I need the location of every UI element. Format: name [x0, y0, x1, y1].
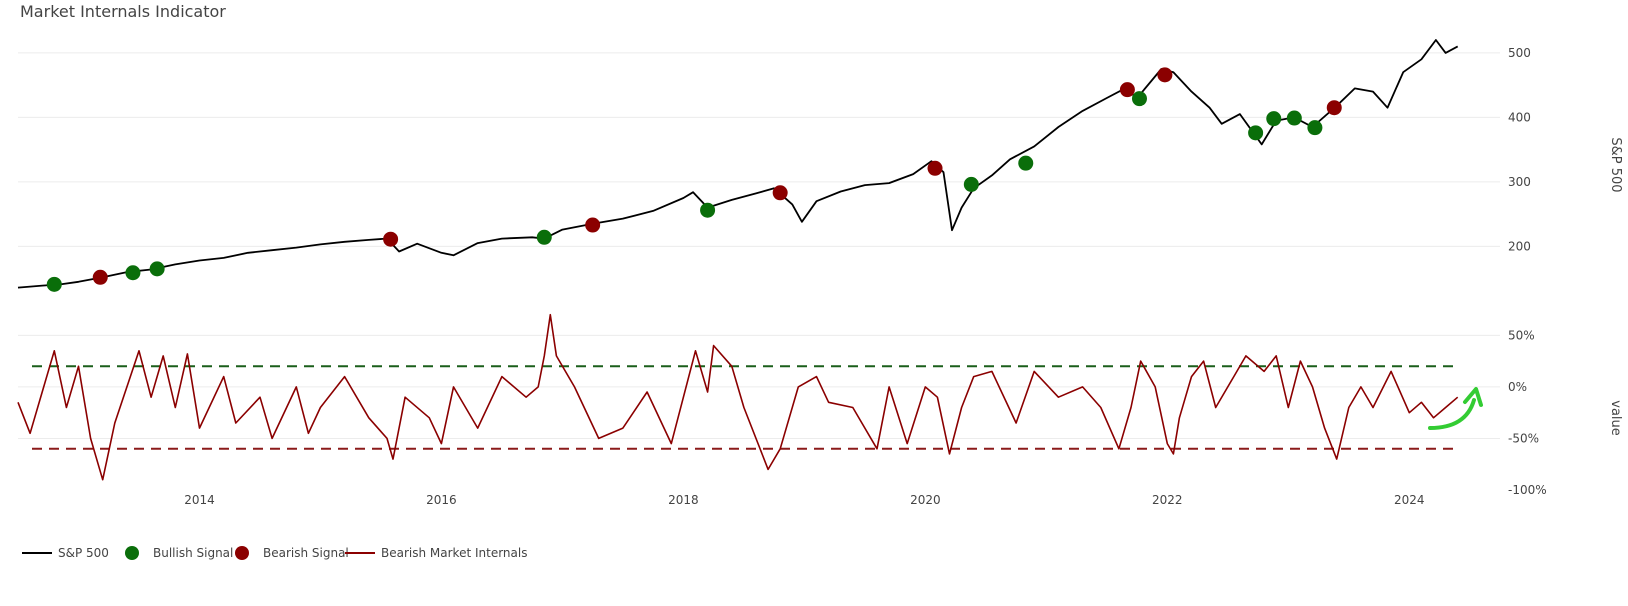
internals-series-line [17, 313, 1459, 481]
bearish-signal-marker [383, 231, 399, 247]
legend-circle-swatch [235, 546, 249, 560]
x-tick: 2016 [426, 493, 457, 507]
legend-item[interactable]: Bearish Market Internals [345, 546, 527, 560]
bullish-signal-marker [963, 176, 979, 192]
legend-item[interactable]: S&P 500 [22, 546, 109, 560]
bearish-signal-marker [1157, 67, 1173, 83]
legend-label: S&P 500 [58, 546, 109, 560]
legend-label: Bullish Signal [153, 546, 233, 560]
internals-axis-title: value [1608, 400, 1623, 436]
bearish-signal-marker [927, 160, 943, 176]
legend-circle-swatch [125, 546, 139, 560]
bullish-signal-marker [1131, 91, 1147, 107]
x-tick: 2022 [1152, 493, 1183, 507]
bullish-signal-marker [46, 276, 62, 292]
legend-item[interactable]: Bearish Signal [235, 546, 349, 560]
price-y-tick: 200 [1508, 239, 1531, 253]
internals-y-tick: 0% [1508, 380, 1527, 394]
curved-arrow-head [1463, 387, 1483, 407]
x-tick: 2020 [910, 493, 941, 507]
bullish-signal-marker [1266, 111, 1282, 127]
price-y-tick: 300 [1508, 175, 1531, 189]
x-tick: 2024 [1394, 493, 1425, 507]
bullish-signal-marker [125, 265, 141, 281]
chart-title: Market Internals Indicator [20, 2, 226, 21]
internals-y-tick: -50% [1508, 431, 1539, 445]
price-axis-title: S&P 500 [1608, 137, 1623, 192]
bullish-signal-marker [1018, 155, 1034, 171]
bearish-signal-marker [772, 185, 788, 201]
bullish-signal-marker [700, 202, 716, 218]
bullish-signal-marker [149, 261, 165, 277]
legend-label: Bearish Market Internals [381, 546, 527, 560]
legend: S&P 500 Bullish Signal Bearish Signal Beari… [22, 546, 527, 560]
bearish-signal-marker [92, 269, 108, 285]
internals-y-tick: 50% [1508, 328, 1535, 342]
price-y-tick: 400 [1508, 110, 1531, 124]
bearish-signal-marker [1119, 82, 1135, 98]
legend-item[interactable]: Bullish Signal [125, 546, 233, 560]
bullish-signal-marker [1248, 125, 1264, 141]
curved-arrow-shaft [1428, 398, 1476, 430]
bullish-signal-marker [1307, 120, 1323, 136]
price-y-tick: 500 [1508, 46, 1531, 60]
bullish-signal-marker [1286, 110, 1302, 126]
bearish-signal-marker [585, 217, 601, 233]
sp500-series-line [17, 39, 1459, 289]
bullish-signal-marker [536, 229, 552, 245]
legend-label: Bearish Signal [263, 546, 349, 560]
x-tick: 2018 [668, 493, 699, 507]
x-tick: 2014 [184, 493, 215, 507]
bearish-signal-marker [1326, 100, 1342, 116]
internals-y-tick: -100% [1508, 483, 1547, 497]
